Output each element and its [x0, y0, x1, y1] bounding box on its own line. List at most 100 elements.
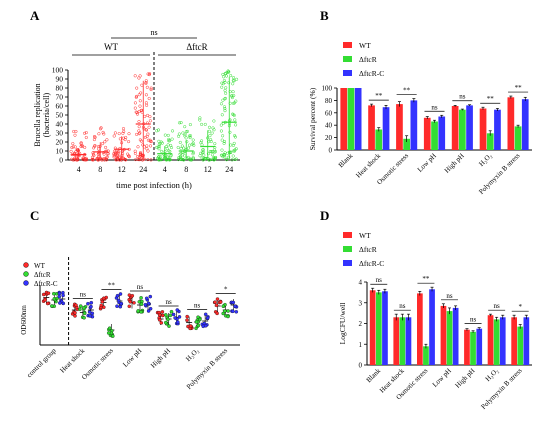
y-tick-label: 80 [325, 97, 333, 105]
data-point [157, 143, 161, 147]
data-point [212, 156, 216, 160]
data-point [74, 129, 78, 134]
data-point [93, 143, 97, 148]
y-tick-label: 50 [56, 111, 64, 120]
sig-label: ns [165, 298, 172, 306]
bar [429, 289, 435, 365]
data-point [222, 139, 227, 144]
y-axis-label: OD600nm [20, 305, 28, 335]
bar [470, 331, 476, 365]
group-label: ΔftcR [186, 42, 207, 52]
bar [382, 291, 388, 365]
data-point [138, 151, 143, 155]
data-point [118, 292, 123, 296]
bar [511, 317, 517, 365]
legend-swatch [23, 271, 29, 277]
data-point [81, 156, 85, 160]
bar [464, 329, 470, 365]
data-point [148, 119, 152, 123]
data-point [145, 144, 149, 148]
data-point [113, 131, 117, 135]
panel-letter-d: D [320, 208, 329, 223]
bar [452, 307, 459, 365]
y-tick-label: 30 [56, 129, 64, 138]
data-point [222, 141, 226, 145]
data-point [167, 324, 171, 328]
x-tick-label: 12 [118, 165, 126, 174]
legend-label: ΔftcR-C [359, 259, 384, 268]
data-point [119, 301, 124, 306]
data-point [91, 152, 95, 156]
data-point [81, 158, 86, 162]
data-point [177, 121, 182, 125]
data-point [135, 86, 139, 90]
data-point [179, 147, 183, 151]
data-point [219, 102, 224, 106]
data-point [140, 158, 145, 162]
data-point [159, 149, 164, 153]
data-point [149, 86, 153, 90]
data-point [185, 314, 189, 319]
data-point [58, 301, 62, 305]
data-point [104, 145, 108, 149]
sig-label: ** [375, 92, 383, 100]
data-point [194, 320, 199, 324]
bar [393, 317, 400, 365]
data-point [234, 310, 239, 314]
data-point [80, 143, 84, 147]
data-point [61, 293, 65, 298]
data-point [219, 123, 223, 127]
legend-swatch [343, 260, 352, 266]
data-point [198, 116, 202, 120]
data-point [71, 142, 75, 146]
bar [382, 107, 390, 150]
data-point [112, 149, 117, 153]
data-point [115, 293, 120, 298]
data-point [191, 138, 195, 142]
data-point [191, 156, 195, 160]
data-point [228, 130, 232, 134]
bar [431, 121, 438, 150]
data-point [200, 139, 204, 143]
data-point [78, 307, 82, 312]
data-point [106, 152, 110, 156]
bar [347, 88, 355, 150]
data-point [219, 129, 223, 133]
bar [405, 317, 412, 365]
data-point [146, 132, 150, 136]
x-tick-label: 24 [139, 165, 147, 174]
sig-label: ns [150, 28, 157, 37]
legend-label: WT [359, 231, 371, 240]
data-point [138, 138, 142, 142]
sig-label: ** [108, 282, 116, 290]
data-point [203, 312, 208, 317]
bar [340, 88, 348, 150]
data-point [176, 158, 180, 162]
data-point [157, 154, 161, 158]
data-point [165, 157, 169, 161]
data-point [101, 296, 106, 301]
legend-label: ΔftcR-C [34, 280, 58, 288]
y-tick-label: 100 [322, 85, 333, 93]
data-point [209, 138, 213, 142]
data-point [96, 158, 101, 162]
data-point [99, 303, 104, 308]
data-point [233, 118, 237, 122]
data-point [120, 150, 124, 154]
data-point [165, 147, 169, 151]
y-tick-label: 60 [325, 109, 333, 117]
data-point [214, 303, 219, 308]
data-point [177, 315, 182, 319]
data-point [143, 114, 147, 118]
data-point [147, 125, 151, 129]
data-point [117, 132, 121, 136]
bar [446, 311, 453, 365]
data-point [98, 127, 103, 131]
data-point [234, 123, 238, 127]
data-point [71, 145, 75, 149]
data-point [188, 143, 192, 147]
legend-swatch [343, 246, 352, 252]
bar [514, 126, 522, 150]
